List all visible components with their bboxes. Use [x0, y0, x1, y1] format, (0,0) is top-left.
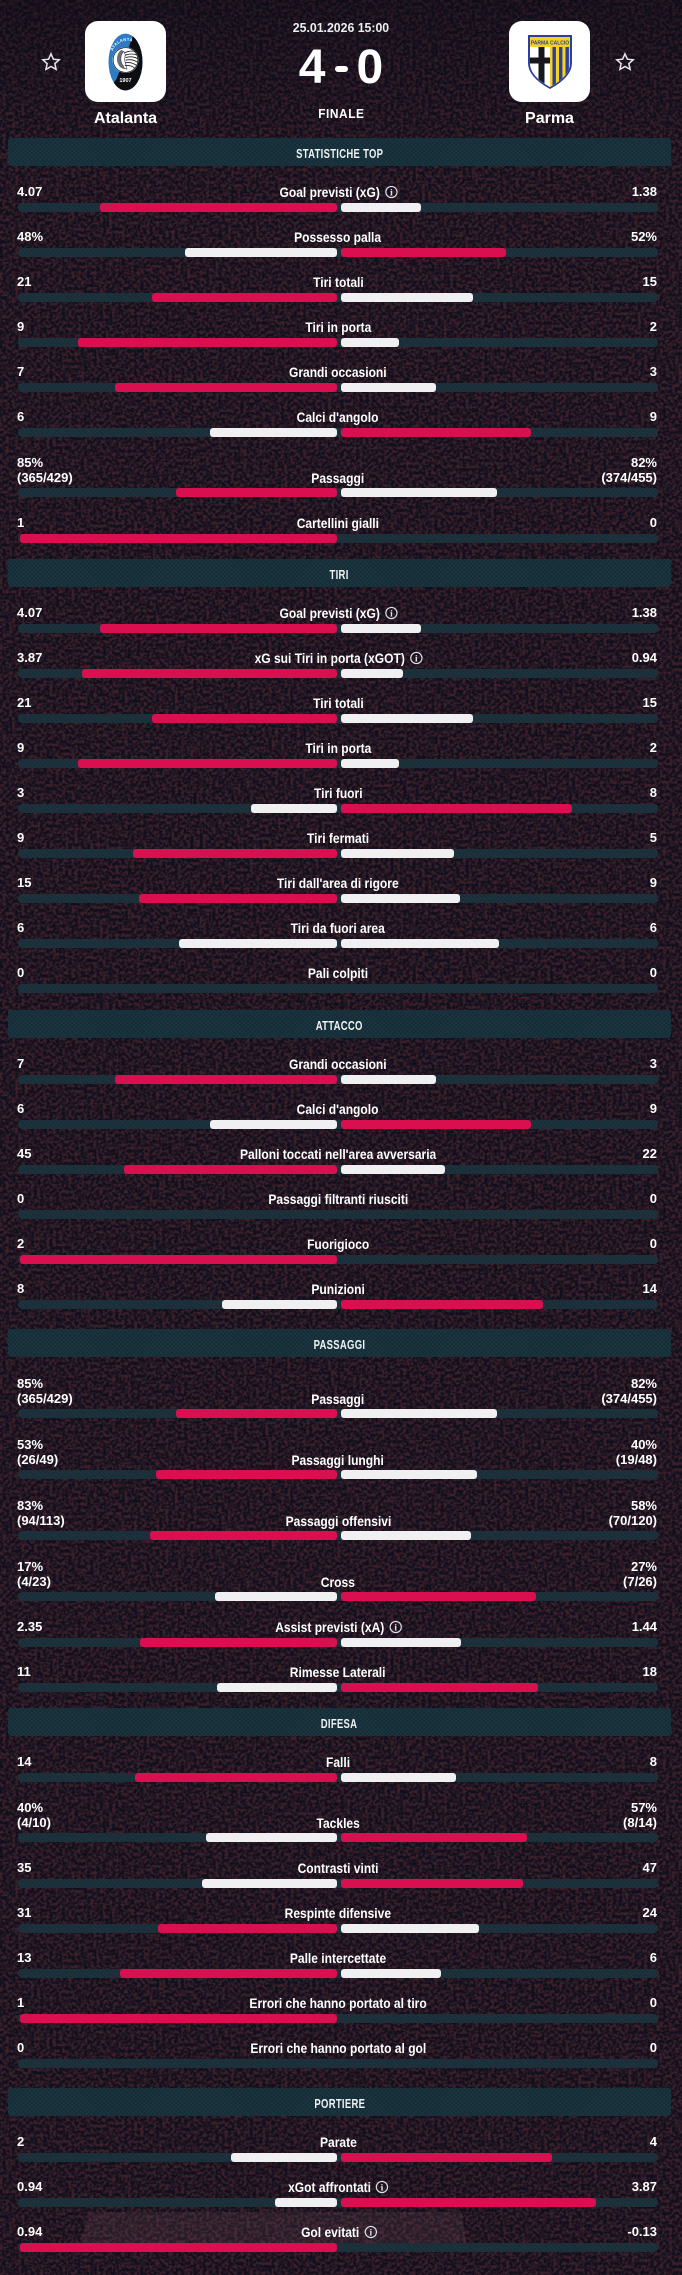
svg-text:i: i — [394, 1623, 397, 1633]
svg-text:i: i — [415, 654, 418, 664]
svg-text:i: i — [390, 609, 393, 619]
svg-text:i: i — [369, 2228, 372, 2238]
svg-text:i: i — [390, 188, 393, 198]
svg-text:i: i — [381, 2183, 384, 2193]
svg-text:1907: 1907 — [119, 78, 131, 84]
svg-text:PARMA CALCIO: PARMA CALCIO — [530, 40, 568, 46]
